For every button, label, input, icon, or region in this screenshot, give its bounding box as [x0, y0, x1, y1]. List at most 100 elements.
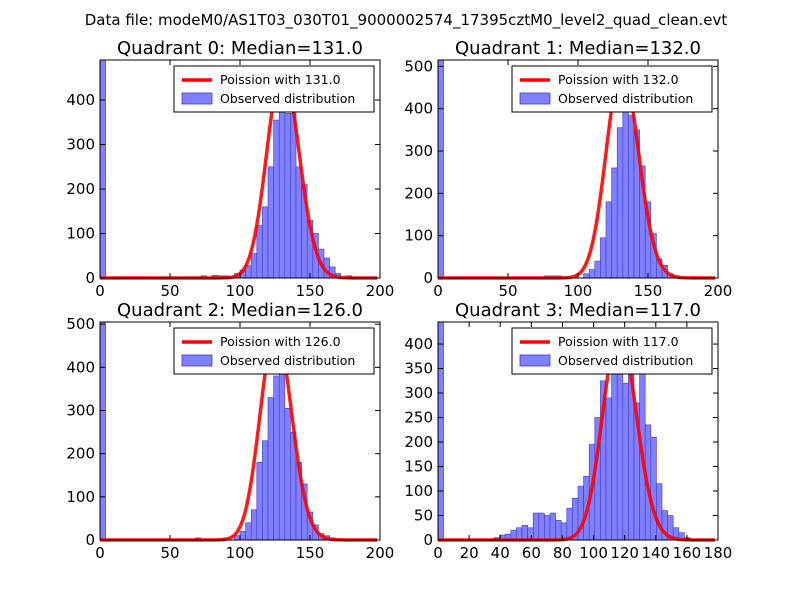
histogram-bar	[256, 225, 263, 279]
quadrant-1-title: Quadrant 1: Median=132.0	[455, 38, 701, 59]
histogram-bar	[532, 512, 540, 541]
quadrant-2-plot: 0 50 100 150 200 0 100 200 300 400 500 Quadrant 2: …	[66, 300, 394, 562]
histogram-bar	[611, 363, 618, 541]
histogram-bar	[555, 520, 562, 541]
y-tick-label: 400	[404, 335, 433, 353]
histogram-bar	[583, 273, 590, 279]
legend-poisson-label: Poission with 126.0	[220, 334, 341, 349]
x-tick-label: 40	[491, 544, 510, 562]
histogram-bar	[99, 321, 106, 541]
legend-poisson-label: Poission with 131.0	[220, 72, 341, 87]
histogram-bar	[538, 512, 545, 541]
x-tick-label: 50	[498, 282, 517, 300]
x-tick-label: 200	[366, 282, 395, 300]
figure-suptitle: Data file: modeM0/AS1T03_030T01_90000025…	[85, 11, 728, 30]
x-tick-label: 180	[704, 544, 733, 562]
histogram-bar	[566, 507, 573, 541]
x-tick-label: 100	[564, 282, 593, 300]
quadrant-1-plot: 0 50 100 150 200 0 100 200 300 400 500 Quadrant 1: …	[404, 38, 732, 300]
x-tick-label: 20	[460, 544, 479, 562]
legend: Poission with 126.0 Observed distribution	[173, 327, 375, 375]
y-tick-label: 150	[404, 458, 433, 476]
histogram-bar	[99, 59, 106, 279]
histogram-bar	[262, 206, 269, 279]
y-tick-label: 200	[404, 184, 433, 202]
axes-frame	[437, 321, 719, 541]
legend-observed-swatch	[181, 92, 213, 105]
x-tick-label: 60	[522, 544, 541, 562]
legend: Poission with 131.0 Observed distribution	[173, 65, 375, 113]
y-tick-label: 350	[404, 360, 433, 378]
legend-observed-swatch	[181, 354, 213, 367]
x-tick-label: 100	[226, 282, 255, 300]
histogram-bar	[588, 269, 596, 279]
histogram-bar	[273, 375, 280, 541]
legend: Poission with 132.0 Observed distribution	[511, 65, 713, 113]
histogram-bar	[605, 201, 612, 279]
histogram-bar	[284, 113, 291, 279]
histogram-bar	[245, 522, 252, 541]
histogram-bar	[262, 440, 269, 541]
x-tick-label: 80	[553, 544, 572, 562]
legend-observed-label: Observed distribution	[558, 353, 693, 368]
histogram-bar	[437, 59, 444, 279]
x-tick-label: 50	[160, 544, 179, 562]
y-tick-label: 500	[404, 57, 433, 75]
legend: Poission with 117.0 Observed distribution	[511, 327, 713, 375]
y-tick-label: 300	[66, 401, 95, 419]
histogram-bar	[295, 166, 302, 279]
histogram-bar	[516, 527, 523, 541]
y-tick-label: 50	[414, 507, 433, 525]
legend-poisson-label: Poission with 117.0	[558, 334, 679, 349]
histogram-bar	[622, 382, 629, 541]
quadrant-2-title: Quadrant 2: Median=126.0	[117, 300, 363, 321]
legend-observed-label: Observed distribution	[220, 91, 355, 106]
histogram-bar	[267, 397, 274, 541]
quadrant-3-plot: 0 20 40 60 80 100 120 140 160 1800501001502002503…	[404, 300, 732, 562]
x-tick-label: 0	[433, 282, 443, 300]
quadrant-0-plot: 0 50 100 150 200 0 100 200 300 400 Quadrant 0: Med…	[66, 38, 394, 300]
legend-poisson-label: Poission with 132.0	[558, 72, 679, 87]
quadrant-0-title: Quadrant 0: Median=131.0	[117, 38, 363, 59]
y-tick-label: 300	[404, 142, 433, 160]
histogram-bar	[527, 527, 534, 541]
y-tick-label: 100	[66, 488, 95, 506]
histogram-bar	[250, 509, 258, 541]
histogram-bar	[267, 166, 274, 279]
y-tick-label: 250	[404, 409, 433, 427]
y-tick-label: 300	[66, 136, 95, 154]
histogram-bar	[239, 531, 246, 541]
quadrant-3-title: Quadrant 3: Median=117.0	[455, 300, 701, 321]
histogram-bar	[284, 408, 291, 541]
x-tick-label: 200	[366, 544, 395, 562]
x-tick-label: 160	[673, 544, 702, 562]
y-tick-label: 100	[404, 482, 433, 500]
histogram-bar	[605, 397, 612, 541]
histogram-bar	[616, 127, 624, 279]
histogram-bar	[290, 113, 297, 279]
x-tick-label: 0	[95, 282, 105, 300]
x-tick-label: 120	[610, 544, 639, 562]
x-tick-label: 200	[704, 282, 733, 300]
x-tick-label: 0	[433, 544, 443, 562]
y-tick-label: 400	[66, 358, 95, 376]
y-tick-label: 300	[404, 384, 433, 402]
y-tick-label: 400	[66, 91, 95, 109]
legend-observed-label: Observed distribution	[220, 353, 355, 368]
x-tick-label: 100	[226, 544, 255, 562]
y-tick-label: 500	[66, 315, 95, 333]
y-tick-label: 400	[404, 100, 433, 118]
histogram-bar	[600, 237, 607, 279]
x-tick-label: 140	[641, 544, 670, 562]
x-tick-label: 150	[296, 544, 325, 562]
histogram-bar	[256, 461, 263, 541]
legend-observed-swatch	[519, 92, 551, 105]
y-tick-label: 200	[66, 445, 95, 463]
legend-observed-label: Observed distribution	[558, 91, 693, 106]
histogram-bar	[437, 321, 444, 541]
y-tick-label: 0	[85, 531, 95, 549]
y-tick-label: 0	[423, 531, 433, 549]
histogram-bar	[650, 436, 657, 541]
histogram-bar	[656, 483, 663, 541]
